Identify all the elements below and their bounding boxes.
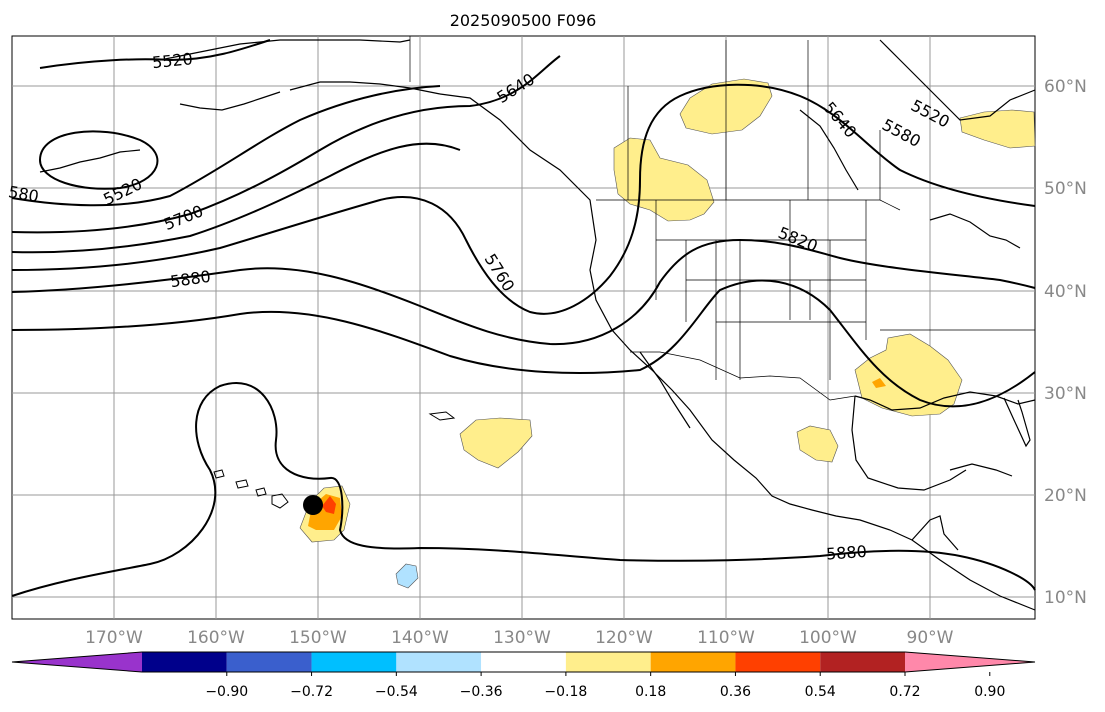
contour-5880 (11, 382, 1036, 597)
island-oahu (235, 479, 249, 489)
anomaly-patch-mexico (796, 425, 839, 463)
anomaly-patch-gulf-orange (872, 378, 886, 388)
anomaly-patch-hurricane-center (322, 496, 336, 514)
lon-label: 150°W (289, 628, 347, 648)
colorbar-extend-low (12, 652, 142, 672)
great-lakes (929, 213, 1021, 249)
central-america (911, 515, 959, 551)
contour-5700 (11, 142, 461, 254)
lon-label: 90°W (907, 628, 954, 648)
coast-mexico-east (851, 395, 967, 491)
colorbar-tick-label: −0.54 (375, 684, 418, 700)
anomaly-patch-gulf (854, 333, 963, 417)
hawaiian-islands (213, 469, 289, 509)
storm-center-marker (303, 495, 323, 515)
lat-label: 50°N (1044, 179, 1087, 199)
longitude-labels: 170°W 160°W 150°W 140°W 130°W 120°W 110°… (85, 628, 954, 648)
anomaly-patch-negative (395, 563, 419, 589)
map-frame (11, 35, 1036, 620)
colorbar-segment (481, 652, 566, 672)
colorbar-tick-label: 0.18 (635, 684, 666, 700)
coast-alaska (159, 39, 411, 61)
border-canada-us (596, 199, 901, 211)
colorbar-segment (565, 652, 651, 672)
island-kauai (213, 469, 225, 479)
contour-5880-north (11, 279, 1036, 408)
lat-label: 60°N (1044, 77, 1087, 97)
contour-5520-north (39, 39, 271, 69)
island-maui (255, 487, 267, 497)
colorbar-tick-label: 0.90 (974, 684, 1005, 700)
colorbar-segment (650, 652, 736, 672)
colorbar-tick-label: 0.72 (889, 684, 920, 700)
canada-arctic-coast (879, 39, 1036, 121)
lon-label: 160°W (187, 628, 245, 648)
colorbar-outline (11, 651, 1036, 673)
contour-5520-west (38, 130, 159, 190)
map-title: 2025090500 F096 (450, 11, 597, 30)
coast-florida (1003, 397, 1031, 448)
contour-label: 5520 (151, 49, 193, 72)
island-hawaii (271, 493, 289, 509)
colorbar-segment (396, 652, 482, 672)
lat-label: 20°N (1044, 486, 1087, 506)
border-canada-provinces (627, 40, 881, 200)
colorbar-segment (226, 652, 312, 672)
contour-5820 (11, 238, 1036, 346)
aleutians (179, 91, 281, 111)
hudson-bay (799, 109, 859, 191)
height-contours (11, 39, 1036, 597)
coast-baja (639, 351, 691, 429)
coast-gulf-of-mexico (854, 391, 1036, 411)
border-us-states-west (655, 200, 741, 380)
contour-label: 5880 (825, 542, 867, 564)
colorbar: −0.90 −0.72 −0.54 −0.36 −0.18 0.18 0.36 0.54 0.7… (11, 651, 1036, 700)
lon-label: 110°W (697, 628, 755, 648)
colorbar-segment (142, 652, 227, 672)
colorbar-tick-label: 0.36 (720, 684, 751, 700)
colorbar-tick-label: −0.90 (205, 684, 248, 700)
lat-label: 30°N (1044, 384, 1087, 404)
contour-5580 (11, 85, 441, 207)
contour-5760 (11, 83, 1036, 315)
cuba (949, 463, 1013, 477)
lon-label: 130°W (493, 628, 551, 648)
colorbar-tick-label: 0.54 (805, 684, 836, 700)
coastlines (39, 39, 1036, 611)
aleutians-west (39, 149, 141, 173)
colorbar-tick-label: −0.72 (290, 684, 333, 700)
anomaly-patch-subtropical (459, 417, 533, 469)
colorbar-tick-label: −0.18 (544, 684, 587, 700)
minor-islands (428, 411, 456, 421)
lat-label: 10°N (1044, 588, 1087, 608)
colorbar-tick-label: −0.36 (460, 684, 503, 700)
lon-label: 170°W (85, 628, 143, 648)
colorbar-segment (820, 652, 905, 672)
coast-north-america-west (439, 93, 1036, 611)
colorbar-segment (311, 652, 397, 672)
latitude-labels: 60°N 50°N 40°N 30°N 20°N 10°N (1044, 77, 1087, 608)
border-us-states-central (789, 200, 867, 380)
lon-label: 120°W (595, 628, 653, 648)
contour-5640 (11, 55, 561, 234)
lon-label: 100°W (799, 628, 857, 648)
lat-label: 40°N (1044, 282, 1087, 302)
colorbar-segment (735, 652, 821, 672)
anomaly-patch-canada-east (959, 109, 1036, 149)
colorbar-extend-high (905, 652, 1035, 672)
island-central-pacific (428, 411, 456, 421)
lon-label: 140°W (391, 628, 449, 648)
